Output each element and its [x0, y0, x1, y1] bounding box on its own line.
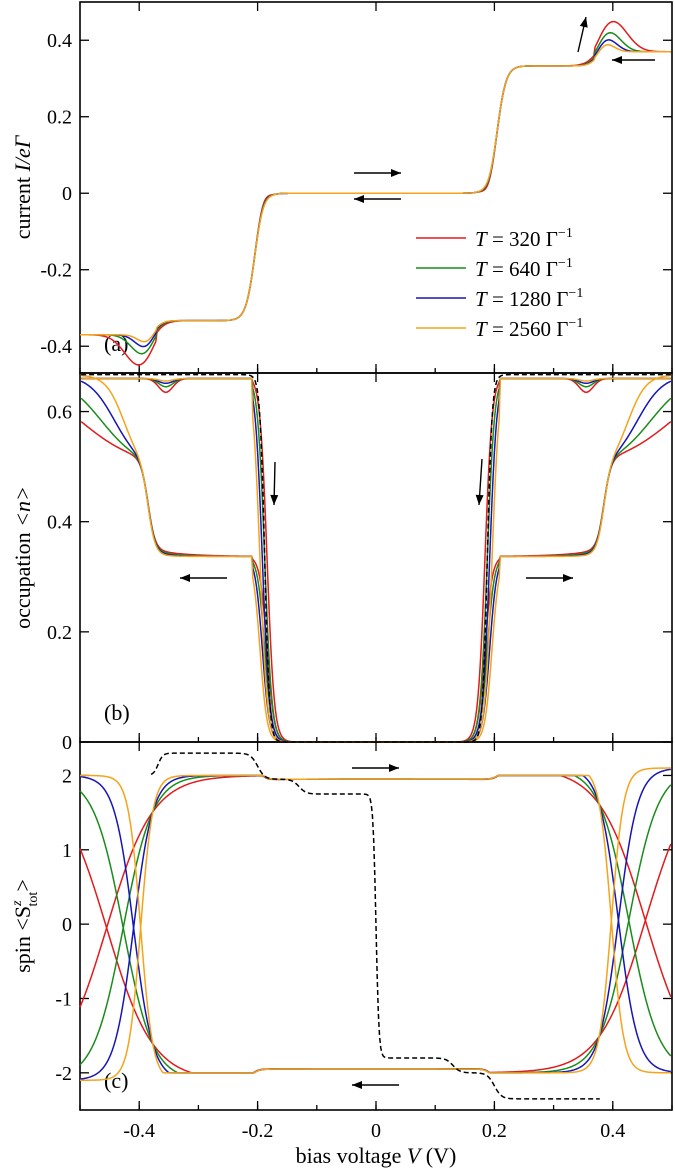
series-outer [376, 421, 672, 743]
y-axis-label: occupation <n> [10, 486, 35, 629]
series-dashed [150, 752, 600, 1100]
shared-x-axis: -0.4 -0.2 0 0.2 0.4 bias voltage V (V) [123, 1120, 625, 1168]
series-upper [79, 774, 671, 1081]
sweep-arrowhead [270, 494, 279, 505]
series-outer [80, 380, 376, 743]
series-dashed [81, 373, 376, 743]
y-tick-label: 0 [62, 183, 72, 205]
sweep-arrowhead [579, 17, 588, 28]
sweep-arrowhead [475, 494, 484, 505]
series-inner [81, 377, 376, 743]
y-tick-label: 0.2 [47, 107, 72, 129]
x-tick-label: 0 [371, 1120, 381, 1142]
plot-frame [79, 372, 673, 743]
y-tick-label: 0 [62, 732, 72, 754]
series-upper [79, 774, 672, 1008]
panel-current: -0.4-0.200.20.4(a)current I/eΓ [10, 1, 673, 374]
y-tick-label: -0.4 [40, 336, 72, 358]
series-inner [81, 377, 376, 743]
sweep-arrowhead [180, 574, 190, 582]
legend-label: T = 640 Γ−1 [475, 256, 573, 281]
x-tick-label: 0.2 [482, 1120, 507, 1142]
sweep-arrowhead [389, 764, 399, 772]
series-outer [376, 380, 672, 743]
panel-label: (b) [104, 700, 130, 725]
series-lower [80, 767, 671, 1074]
series-inner [81, 377, 376, 743]
y-tick-label: 2 [62, 765, 72, 787]
series-inner [376, 377, 671, 743]
sweep-arrowhead [391, 169, 401, 177]
sweep-arrowhead [352, 1081, 362, 1089]
series-outer [376, 397, 672, 743]
legend-label: T = 2560 Γ−1 [475, 316, 583, 341]
legend-label: T = 320 Γ−1 [475, 226, 573, 251]
y-tick-label: 1 [62, 840, 72, 862]
sweep-arrowhead [612, 56, 622, 64]
series-T = 2560 Γ−1 [80, 44, 671, 343]
y-axis-label: current I/eΓ [10, 134, 35, 239]
x-tick-label: -0.4 [123, 1120, 155, 1142]
series-dashed [376, 373, 671, 743]
series-outer [80, 421, 376, 743]
sweep-arrowhead [563, 574, 573, 582]
y-tick-label: -1 [55, 988, 72, 1010]
legend: T = 320 Γ−1 T = 640 Γ−1 T = 1280 Γ−1 T = 25… [416, 226, 583, 341]
series-inner [81, 377, 376, 743]
y-tick-label: -0.2 [40, 260, 72, 282]
series-inner [376, 377, 671, 743]
y-axis-label: spin <Sztot> [10, 879, 41, 973]
series-outer [376, 374, 671, 743]
y-tick-label: 0.6 [47, 402, 72, 424]
x-tick-label: 0.4 [600, 1120, 625, 1142]
legend-label: T = 1280 Γ−1 [475, 286, 583, 311]
panel-occupation: 0 0.2 0.4 0.6 (b) occupation <n> [10, 372, 673, 754]
y-tick-label: 0.4 [47, 30, 72, 52]
y-tick-label: 0.4 [47, 512, 72, 534]
y-tick-label: -2 [55, 1063, 72, 1085]
y-tick-label: 0 [62, 914, 72, 936]
sweep-arrows [180, 16, 655, 1089]
x-tick-label: -0.2 [242, 1120, 274, 1142]
panel-spin: -2 -1 0 1 2 (c) spin <Sztot> [10, 741, 673, 1111]
sweep-arrowhead [354, 195, 364, 203]
series-outer [80, 397, 376, 743]
y-tick-label: 0.2 [47, 622, 72, 644]
x-axis-label: bias voltage V (V) [296, 1143, 457, 1168]
series-inner [376, 377, 671, 743]
series-inner [376, 377, 671, 743]
series-outer [81, 374, 376, 743]
panel-label: (c) [104, 1068, 128, 1093]
